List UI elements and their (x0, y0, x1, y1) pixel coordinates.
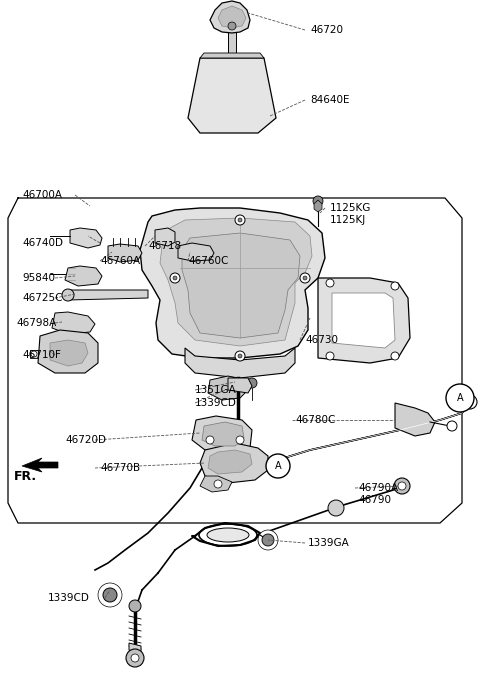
Text: 46730: 46730 (305, 335, 338, 345)
Circle shape (103, 588, 117, 602)
Text: 46760A: 46760A (100, 256, 140, 266)
Polygon shape (202, 422, 244, 446)
Polygon shape (52, 312, 95, 334)
Circle shape (266, 454, 290, 478)
Circle shape (391, 352, 399, 360)
Text: FR.: FR. (14, 470, 37, 482)
Text: 46700A: 46700A (22, 190, 62, 200)
Circle shape (31, 351, 37, 357)
Polygon shape (314, 200, 322, 212)
Text: 46770B: 46770B (100, 463, 140, 473)
Polygon shape (200, 443, 268, 483)
Text: A: A (456, 393, 463, 403)
Circle shape (131, 654, 139, 662)
Polygon shape (218, 6, 246, 28)
Ellipse shape (207, 528, 249, 542)
Polygon shape (228, 32, 236, 58)
Polygon shape (228, 378, 252, 393)
Text: 46710F: 46710F (22, 350, 61, 360)
Circle shape (98, 583, 122, 607)
Text: 1339GA: 1339GA (308, 538, 350, 548)
Circle shape (214, 480, 222, 488)
Circle shape (394, 478, 410, 494)
Polygon shape (129, 643, 141, 653)
Polygon shape (50, 340, 88, 366)
Circle shape (170, 273, 180, 283)
Circle shape (228, 22, 236, 30)
Circle shape (235, 351, 245, 361)
Text: 1351GA: 1351GA (195, 385, 237, 395)
Polygon shape (200, 476, 232, 492)
Circle shape (238, 218, 242, 222)
Circle shape (262, 534, 274, 546)
Circle shape (238, 354, 242, 358)
Polygon shape (208, 450, 252, 474)
Text: 46790: 46790 (358, 495, 391, 505)
Polygon shape (68, 290, 148, 300)
Text: A: A (275, 461, 281, 471)
Circle shape (247, 378, 257, 388)
Polygon shape (185, 348, 295, 378)
Circle shape (391, 282, 399, 290)
Circle shape (328, 500, 344, 516)
Polygon shape (332, 293, 395, 348)
Polygon shape (140, 208, 325, 358)
Text: 46720D: 46720D (65, 435, 106, 445)
Text: 1339CD: 1339CD (48, 593, 90, 603)
Text: 46790A: 46790A (358, 483, 398, 493)
Polygon shape (200, 53, 264, 58)
Circle shape (326, 352, 334, 360)
Text: 84640E: 84640E (310, 95, 349, 105)
Circle shape (236, 436, 244, 444)
Circle shape (126, 649, 144, 667)
Text: 46780C: 46780C (295, 415, 336, 425)
Circle shape (303, 276, 307, 280)
Text: 95840: 95840 (22, 273, 55, 283)
Polygon shape (318, 278, 410, 363)
Text: 46798A: 46798A (16, 318, 56, 328)
Text: 46760C: 46760C (188, 256, 228, 266)
Polygon shape (208, 376, 248, 400)
Circle shape (447, 421, 457, 431)
Circle shape (313, 196, 323, 206)
Polygon shape (182, 233, 300, 338)
Circle shape (129, 600, 141, 612)
Circle shape (235, 215, 245, 225)
Circle shape (258, 530, 278, 550)
Text: 46740D: 46740D (22, 238, 63, 248)
Circle shape (173, 276, 177, 280)
Circle shape (300, 273, 310, 283)
Ellipse shape (199, 524, 257, 546)
Polygon shape (178, 243, 214, 261)
Circle shape (62, 289, 74, 301)
Text: 1125KG: 1125KG (330, 203, 372, 213)
Polygon shape (155, 228, 175, 246)
Polygon shape (30, 350, 38, 358)
Circle shape (463, 395, 477, 409)
Circle shape (398, 482, 406, 490)
Polygon shape (70, 228, 102, 248)
Polygon shape (395, 403, 435, 436)
Circle shape (206, 436, 214, 444)
Polygon shape (192, 416, 252, 453)
Text: 46720: 46720 (310, 25, 343, 35)
Polygon shape (38, 330, 98, 373)
Polygon shape (65, 266, 102, 286)
Text: 1339CD: 1339CD (195, 398, 237, 408)
Polygon shape (188, 58, 276, 133)
Circle shape (326, 279, 334, 287)
Text: 46718: 46718 (148, 241, 181, 251)
Polygon shape (160, 218, 312, 346)
Polygon shape (108, 244, 142, 262)
Polygon shape (210, 1, 250, 33)
Polygon shape (22, 458, 58, 472)
Text: 1125KJ: 1125KJ (330, 215, 366, 225)
Text: 46725C: 46725C (22, 293, 62, 303)
Circle shape (446, 384, 474, 412)
